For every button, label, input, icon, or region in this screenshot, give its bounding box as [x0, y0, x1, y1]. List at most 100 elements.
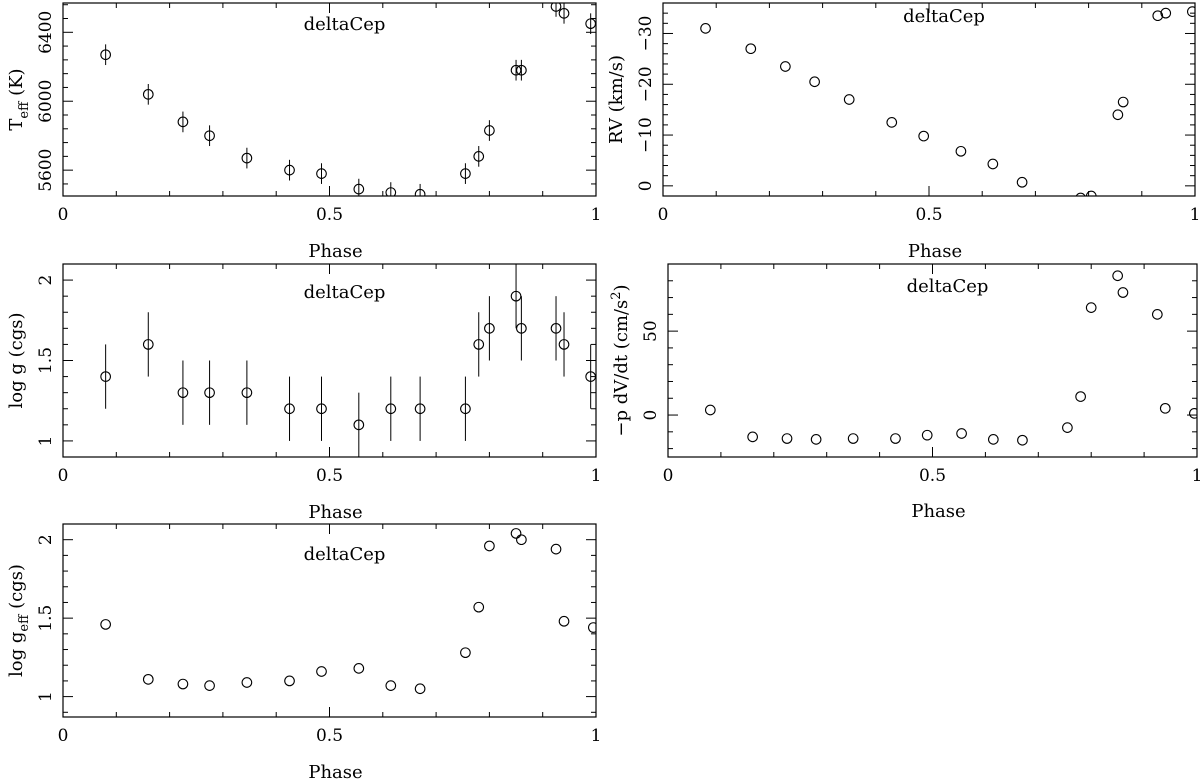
x-tick-label: 0: [58, 466, 69, 486]
data-point: [414, 403, 426, 415]
data-point: [1112, 270, 1123, 282]
x-tick-label: 1: [591, 726, 602, 746]
data-point: [460, 403, 471, 415]
data-point: [177, 116, 189, 128]
y-tick-label: 0: [636, 180, 656, 191]
data-point: [956, 428, 967, 439]
data-point: [414, 683, 426, 695]
data-point: [316, 168, 327, 179]
data-point: [1085, 302, 1097, 313]
y-tick-label: −20: [636, 66, 656, 102]
y-tick-label: 2: [36, 275, 56, 286]
y-tick-label: −10: [636, 117, 656, 153]
data-point: [745, 43, 757, 55]
x-tick-label: 0: [663, 466, 674, 486]
data-point: [204, 130, 215, 142]
data-point: [843, 94, 855, 105]
star-label: deltaCep: [304, 14, 386, 35]
y-axis-label-superscript: 2: [609, 291, 624, 299]
data-point: [1151, 308, 1163, 320]
y-axis-label-subscript: eff: [17, 100, 32, 119]
data-point: [473, 151, 485, 162]
data-points: [704, 270, 1197, 446]
data-point: [316, 666, 327, 677]
y-axis-label: Teff (K): [6, 68, 32, 130]
data-point: [809, 76, 820, 88]
data-point: [510, 290, 522, 302]
y-axis-label: log geff (cgs): [6, 564, 32, 677]
data-point: [142, 673, 154, 685]
data-point: [142, 339, 154, 350]
data-point: [516, 322, 527, 334]
y-tick-label: 2: [36, 534, 56, 545]
x-tick-label: 0.5: [316, 726, 343, 746]
y-tick-label: 1.5: [36, 347, 56, 374]
data-point: [1062, 422, 1073, 433]
data-point: [100, 49, 111, 61]
data-point: [886, 117, 898, 128]
data-point: [1117, 96, 1129, 108]
x-tick-label: 1: [1192, 466, 1200, 486]
data-point: [177, 678, 189, 690]
data-point: [587, 622, 596, 633]
x-tick-label: 0: [658, 205, 669, 225]
data-point: [100, 619, 111, 630]
data-points: [100, 528, 596, 695]
y-tick-label: −30: [636, 16, 656, 52]
data-point: [516, 64, 527, 76]
x-tick-label: 0.5: [919, 466, 946, 486]
data-point: [810, 434, 822, 445]
x-tick-label: 0: [58, 205, 69, 225]
data-point: [460, 647, 471, 659]
data-point: [241, 677, 253, 688]
x-axis-label: Phase: [908, 241, 962, 262]
y-tick-label: 1.5: [36, 605, 56, 632]
data-point: [353, 419, 365, 431]
data-point: [516, 534, 527, 546]
data-point: [510, 64, 522, 76]
data-point: [847, 433, 859, 444]
data-points: [100, 264, 596, 457]
data-point: [284, 403, 295, 415]
data-point: [385, 403, 397, 415]
star-label: deltaCep: [907, 276, 989, 297]
data-point: [550, 322, 562, 334]
data-point: [1159, 402, 1171, 414]
data-point: [353, 183, 365, 195]
y-axis-label-suffix: (cgs): [6, 564, 27, 615]
data-point: [142, 88, 154, 100]
data-point: [484, 125, 495, 136]
data-point: [558, 7, 570, 19]
y-tick-label: 6400: [36, 11, 56, 54]
data-point: [353, 663, 365, 674]
data-point: [558, 615, 570, 627]
y-axis-label: log g (cgs): [6, 313, 27, 409]
data-point: [585, 18, 596, 30]
data-point: [1016, 176, 1028, 188]
x-axis-label: Phase: [911, 501, 965, 522]
data-points: [700, 6, 1195, 196]
y-tick-label: 1: [36, 691, 56, 702]
data-point: [987, 158, 999, 170]
data-point: [241, 152, 253, 164]
data-point: [890, 433, 901, 444]
data-point: [385, 187, 397, 196]
data-point: [987, 434, 999, 445]
panel-rv-chart: 0 0.5 1 0 −10 −20 −30 Phase RV (km/s) deltaCep: [606, 2, 1200, 262]
data-point: [1189, 408, 1197, 419]
data-point: [780, 61, 791, 72]
data-point: [700, 23, 711, 34]
data-point: [241, 387, 253, 399]
y-tick-label: 1: [36, 436, 56, 447]
x-axis-label: Phase: [308, 241, 362, 262]
y-tick-label: 50: [641, 320, 661, 342]
panel-acceleration-chart: 0 0.5 1 0 50 Phase −p dV/dt (cm/s2) deltaCep: [609, 263, 1200, 522]
data-point: [1017, 434, 1028, 446]
data-point: [1186, 6, 1195, 17]
x-tick-label: 1: [1190, 205, 1200, 225]
y-axis-label: RV (km/s): [606, 55, 627, 144]
y-axis-label-main: −p dV/dt (cm/s: [611, 300, 632, 437]
x-tick-label: 0.5: [316, 466, 343, 486]
data-point: [177, 387, 189, 399]
data-point: [284, 675, 295, 687]
